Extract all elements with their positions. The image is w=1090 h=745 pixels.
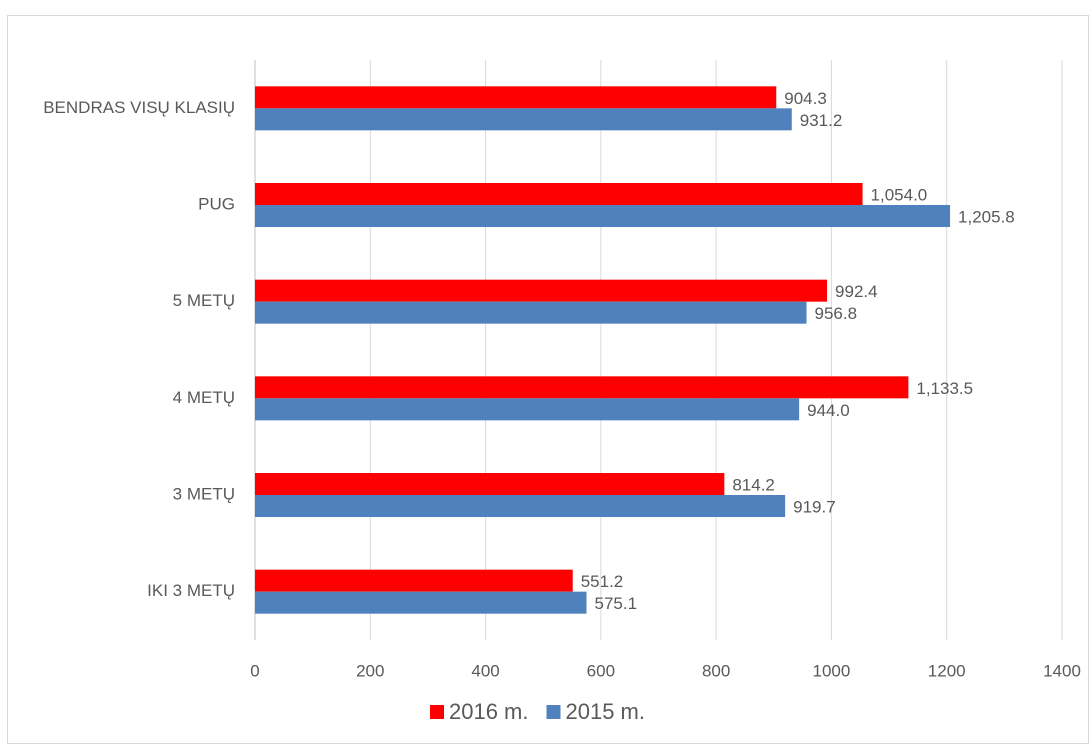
x-tick-label: 1000 xyxy=(813,661,851,680)
bar xyxy=(255,108,792,131)
chart-border xyxy=(7,15,1089,744)
data-label: 814.2 xyxy=(732,475,775,494)
data-label: 931.2 xyxy=(800,111,843,130)
bar xyxy=(255,569,573,592)
data-label: 1,205.8 xyxy=(958,207,1015,226)
y-tick-label: IKI 3 METŲ xyxy=(147,581,235,600)
data-label: 919.7 xyxy=(793,497,836,516)
bar xyxy=(255,376,909,399)
bar xyxy=(255,86,777,109)
x-tick-label: 200 xyxy=(356,661,384,680)
y-tick-label: 3 METŲ xyxy=(173,484,235,503)
data-label: 1,054.0 xyxy=(871,185,928,204)
data-label: 992.4 xyxy=(835,282,878,301)
y-tick-label: 5 METŲ xyxy=(173,291,235,310)
data-label: 956.8 xyxy=(815,304,858,323)
legend-swatch xyxy=(430,705,444,719)
data-label: 904.3 xyxy=(784,89,827,108)
x-tick-label: 0 xyxy=(250,661,259,680)
bar xyxy=(255,495,786,517)
bar xyxy=(255,398,800,421)
legend-swatch xyxy=(546,705,561,719)
y-tick-label: 4 METŲ xyxy=(173,388,235,407)
bar xyxy=(255,205,951,227)
data-label: 575.1 xyxy=(595,594,638,613)
x-tick-label: 1400 xyxy=(1043,661,1081,680)
bar xyxy=(255,591,587,614)
legend-label: 2015 m. xyxy=(566,699,646,724)
x-tick-label: 800 xyxy=(702,661,730,680)
bar xyxy=(255,183,863,205)
data-label: 944.0 xyxy=(807,401,850,420)
data-label: 551.2 xyxy=(581,572,624,591)
y-tick-label: BENDRAS VISŲ KLASIŲ xyxy=(43,98,235,117)
x-tick-label: 400 xyxy=(471,661,499,680)
data-label: 1,133.5 xyxy=(916,379,973,398)
bar xyxy=(255,279,828,302)
legend-label: 2016 m. xyxy=(449,699,529,724)
x-tick-label: 600 xyxy=(587,661,615,680)
y-tick-label: PUG xyxy=(198,194,235,213)
bar xyxy=(255,301,807,324)
x-tick-label: 1200 xyxy=(928,661,966,680)
bar xyxy=(255,473,725,495)
